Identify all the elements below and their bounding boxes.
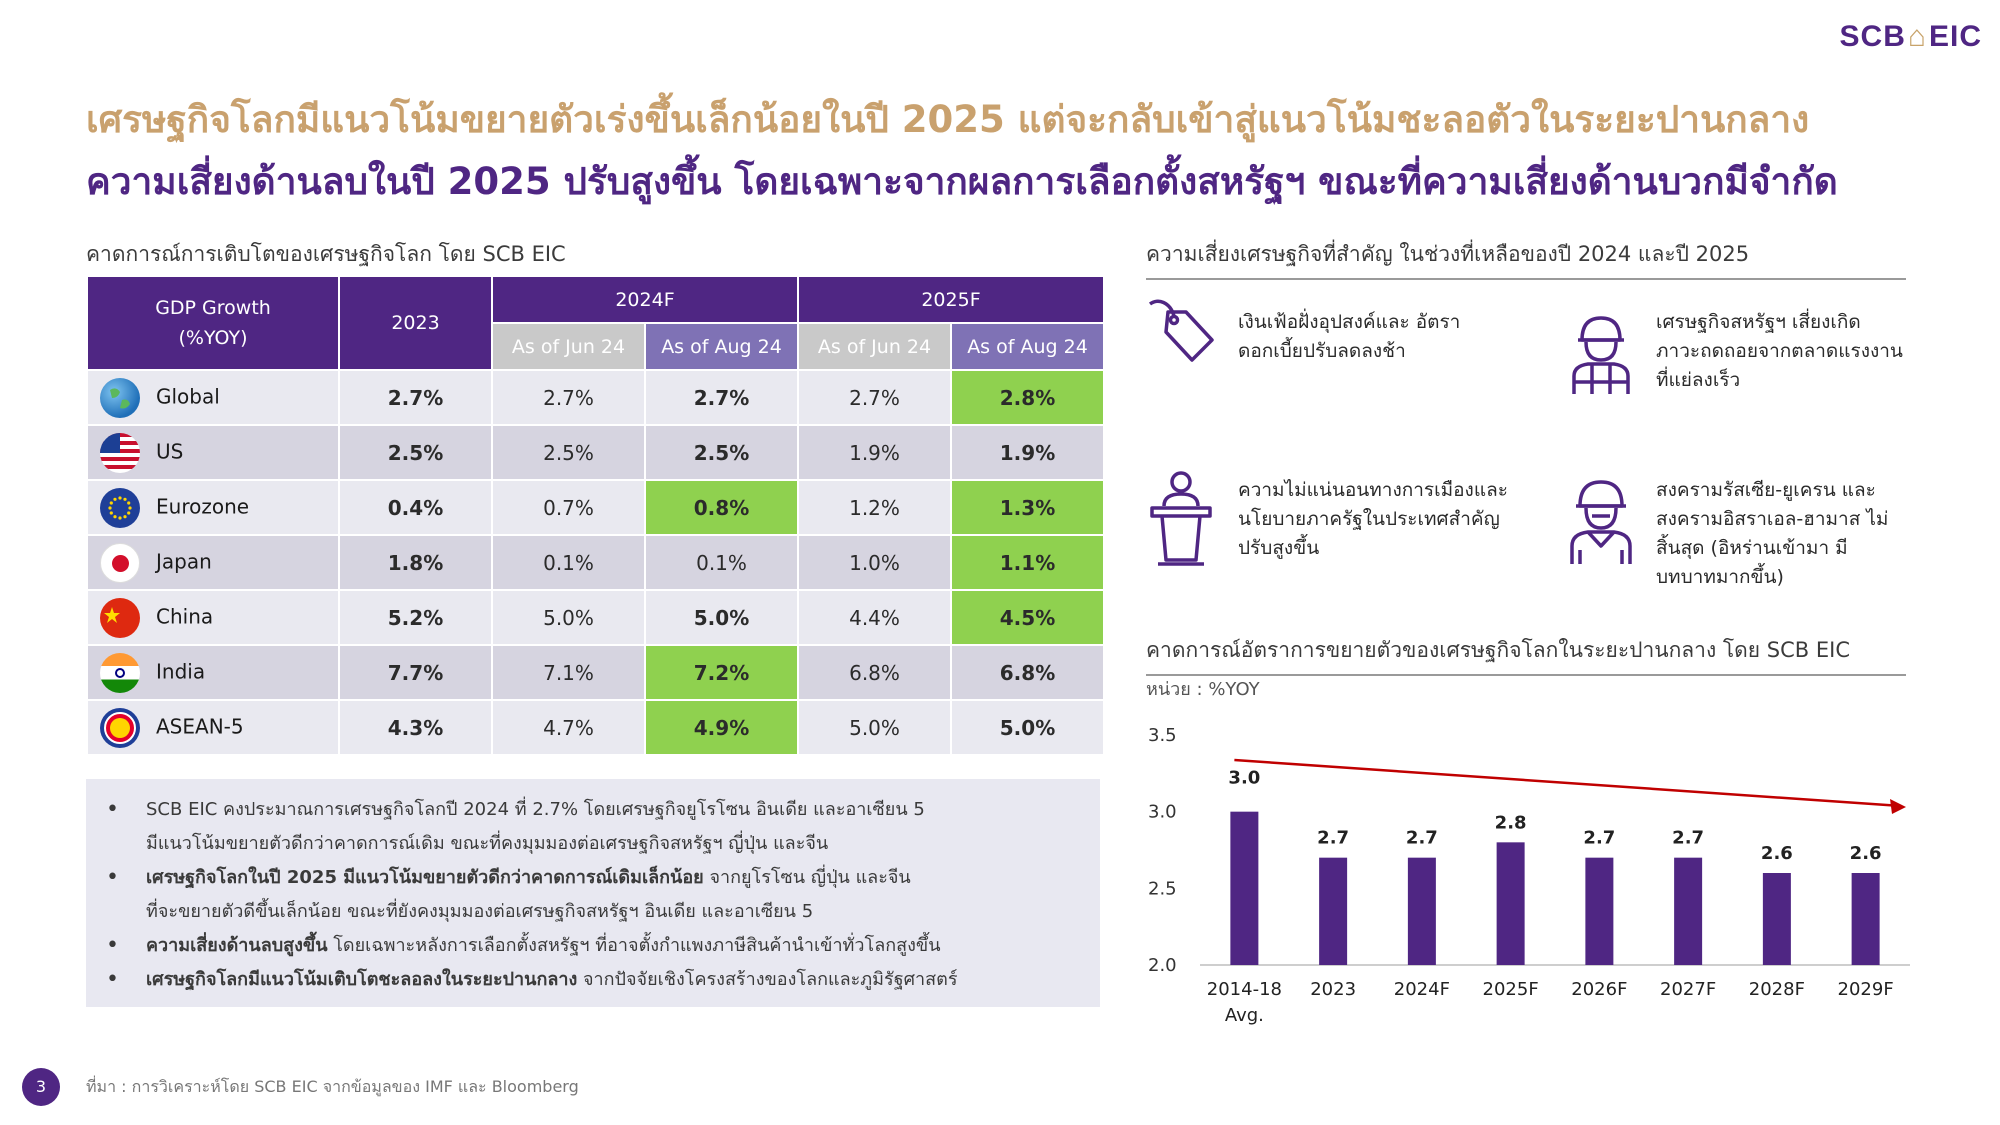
bar — [1674, 857, 1703, 965]
asean-flag-icon — [100, 707, 140, 748]
table-row: US 2.5% 2.5% 2.5% 1.9% 1.9% — [86, 424, 1105, 481]
podium-icon — [1150, 471, 1212, 566]
page-number: 3 — [22, 1068, 60, 1106]
bullet-item: เศรษฐกิจโลกในปี 2025 มีแนวโน้มขยายตัวดีก… — [106, 861, 1080, 929]
source-footnote: ที่มา : การวิเคราะห์โดย SCB EIC จากข้อมู… — [86, 1077, 579, 1096]
globe-flag-icon — [100, 377, 140, 418]
risk-item-inflation: เงินเฟ้อฝั่งอุปสงค์และ อัตราดอกเบี้ยปรับ… — [1238, 311, 1461, 362]
bar — [1230, 811, 1259, 965]
y-tick-label: 2.0 — [1148, 955, 1177, 976]
gdp-growth-header: GDP Growth (%YOY) — [86, 275, 340, 371]
gdp-forecast-table: GDP Growth (%YOY) 2023 2024F 2025F As of… — [86, 275, 1105, 756]
x-tick-label: 2028F — [1749, 979, 1805, 1000]
bar — [1851, 873, 1880, 965]
page-title-line2: ความเสี่ยงด้านลบในปี 2025 ปรับสูงขึ้น โด… — [86, 160, 1838, 203]
sub-header-aug24: As of Aug 24 — [644, 322, 799, 371]
table-row: China 5.2% 5.0% 5.0% 4.4% 4.5% — [86, 589, 1105, 646]
bar-value-label: 3.0 — [1228, 768, 1260, 789]
x-tick-label: 2014-18 — [1207, 979, 1282, 1000]
worker-icon — [1572, 316, 1630, 394]
page-title-line1: เศรษฐกิจโลกมีแนวโน้มขยายตัวเร่งขึ้นเล็กน… — [86, 98, 1810, 141]
india-flag-icon — [100, 652, 140, 693]
y-tick-label: 3.0 — [1148, 802, 1177, 823]
x-tick-label: 2023 — [1310, 979, 1356, 1000]
bar-value-label: 2.6 — [1761, 843, 1793, 864]
risk-item-politics: ความไม่แน่นอนทางการเมืองและ นโยบายภาครัฐ… — [1238, 479, 1508, 559]
bar — [1319, 857, 1348, 965]
bullet-item: ความเสี่ยงด้านลบสูงขึ้น โดยเฉพาะหลังการเ… — [106, 929, 1080, 963]
japan-flag-icon — [100, 542, 140, 583]
bar-value-label: 2.7 — [1406, 828, 1438, 849]
bar — [1496, 842, 1525, 965]
trend-arrow-head — [1890, 799, 1906, 814]
table-row: Global 2.7% 2.7% 2.7% 2.7% 2.8% — [86, 369, 1105, 426]
trend-arrow-line — [1234, 758, 1895, 807]
year-2024f-header: 2024F — [491, 275, 799, 324]
house-icon: ⌂ — [1907, 20, 1927, 53]
bullet-item: เศรษฐกิจโลกมีแนวโน้มเติบโตชะลอลงในระยะปา… — [106, 963, 1080, 997]
table-row: Japan 1.8% 0.1% 0.1% 1.0% 1.1% — [86, 534, 1105, 591]
risk-item-war: สงครามรัสเซีย-ยูเครน และ สงครามอิสราเอล-… — [1656, 479, 1889, 588]
bar — [1407, 857, 1436, 965]
x-tick-label: 2029F — [1838, 979, 1894, 1000]
bar-value-label: 2.8 — [1495, 812, 1527, 833]
chart-unit-label: หน่วย : %YOY — [1146, 679, 1260, 700]
sub-header-jun24: As of Jun 24 — [491, 322, 646, 371]
table-row: ASEAN-5 4.3% 4.7% 4.9% 5.0% 5.0% — [86, 699, 1105, 756]
table-section-heading: คาดการณ์การเติบโตของเศรษฐกิจโลก โดย SCB … — [86, 238, 1100, 280]
bar-value-label: 2.7 — [1317, 828, 1349, 849]
us-flag-icon — [100, 432, 140, 473]
eu-flag-icon — [100, 487, 140, 528]
x-tick-label: 2024F — [1394, 979, 1450, 1000]
table-row: Eurozone 0.4% 0.7% 0.8% 1.2% 1.3% — [86, 479, 1105, 536]
soldier-icon — [1570, 480, 1632, 564]
chart-section-heading: คาดการณ์อัตราการขยายตัวของเศรษฐกิจโลกในร… — [1146, 634, 1906, 676]
table-row: India 7.7% 7.1% 7.2% 6.8% 6.8% — [86, 644, 1105, 701]
bar-value-label: 2.6 — [1850, 843, 1882, 864]
bar-value-label: 2.7 — [1583, 828, 1615, 849]
bar — [1585, 857, 1614, 965]
bar-value-label: 2.7 — [1672, 828, 1704, 849]
y-tick-label: 2.5 — [1148, 878, 1177, 899]
summary-bullets: SCB EIC คงประมาณการเศรษฐกิจโลกปี 2024 ที… — [86, 779, 1100, 1007]
risk-section-heading: ความเสี่ยงเศรษฐกิจที่สำคัญ ในช่วงที่เหลื… — [1146, 238, 1906, 280]
x-tick-label: 2026F — [1571, 979, 1627, 1000]
scb-eic-logo: SCB⌂EIC — [1839, 20, 1982, 53]
year-2023-header: 2023 — [338, 275, 493, 371]
y-tick-label: 3.5 — [1148, 725, 1177, 746]
sub-header-aug24: As of Aug 24 — [950, 322, 1105, 371]
x-tick-label: 2027F — [1660, 979, 1716, 1000]
sub-header-jun24: As of Jun 24 — [797, 322, 952, 371]
year-2025f-header: 2025F — [797, 275, 1105, 324]
x-tick-label: Avg. — [1225, 1005, 1264, 1026]
bar — [1762, 873, 1791, 965]
x-tick-label: 2025F — [1483, 979, 1539, 1000]
gdp-growth-bar-chart: 3.5 3.0 2.5 2.0 3.0 2014-18 Avg. 2.7 2023 2.7 2024… — [1148, 725, 1910, 1026]
price-tag-icon — [1148, 299, 1214, 362]
bullet-item: SCB EIC คงประมาณการเศรษฐกิจโลกปี 2024 ที… — [106, 793, 1080, 861]
risk-item-us-recession: เศรษฐกิจสหรัฐฯ เสี่ยงเกิด ภาวะถดถอยจากตล… — [1656, 311, 1903, 391]
china-flag-icon — [100, 597, 140, 638]
